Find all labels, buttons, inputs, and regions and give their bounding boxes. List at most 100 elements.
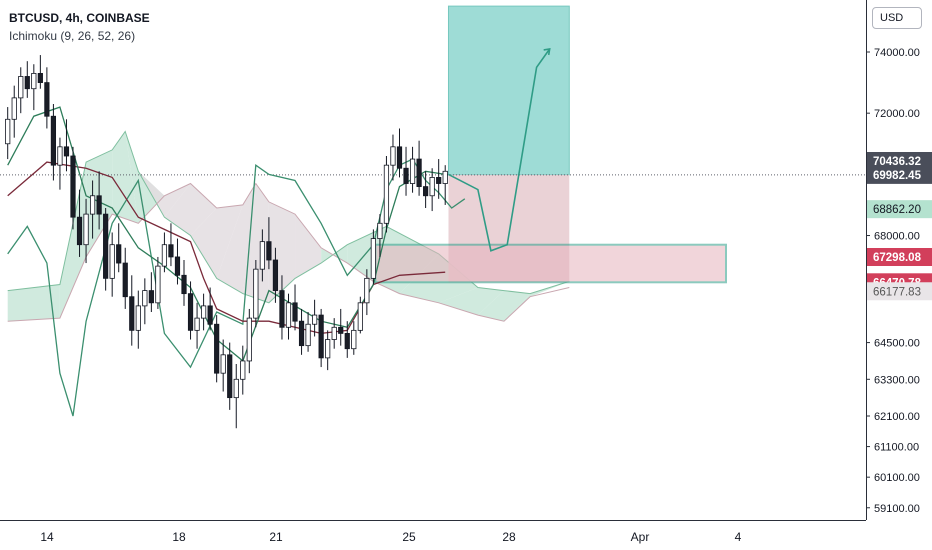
candle-up[interactable]: [325, 339, 331, 359]
candle-up[interactable]: [89, 195, 96, 215]
candle-up[interactable]: [331, 326, 337, 340]
candle-down[interactable]: [207, 305, 213, 325]
cloud-segment: [438, 287, 504, 316]
candle-up[interactable]: [253, 268, 259, 319]
candle-up[interactable]: [246, 317, 252, 362]
y-tick-label: 64500.00: [874, 338, 920, 350]
candle-up[interactable]: [5, 118, 11, 145]
candle-down[interactable]: [187, 293, 194, 331]
candle-up[interactable]: [233, 378, 239, 399]
y-tick-label: 59100.00: [874, 503, 920, 515]
candle-down[interactable]: [423, 186, 429, 197]
candle-up[interactable]: [155, 265, 161, 304]
candle-down[interactable]: [174, 256, 181, 276]
candle-up[interactable]: [220, 354, 226, 374]
symbol-title[interactable]: BTCUSD, 4h, COINBASE: [9, 11, 150, 25]
candle-down[interactable]: [272, 259, 279, 291]
candle-up[interactable]: [240, 360, 246, 380]
candle-down[interactable]: [37, 73, 43, 83]
candle-down[interactable]: [279, 290, 285, 328]
x-tick-label: 18: [172, 530, 186, 544]
x-tick-label: 4: [735, 530, 742, 544]
candle-down[interactable]: [129, 296, 135, 331]
candle-down[interactable]: [318, 314, 324, 359]
candle-up[interactable]: [11, 97, 17, 120]
candle-down[interactable]: [70, 155, 76, 218]
candle-up[interactable]: [351, 329, 357, 350]
candle-up[interactable]: [357, 302, 363, 331]
candle-down[interactable]: [266, 241, 272, 261]
currency-button[interactable]: USD: [872, 7, 922, 29]
cloud-segment: [164, 183, 217, 236]
entry-zone[interactable]: [374, 243, 727, 284]
x-tick-label: Apr: [631, 530, 650, 544]
candle-up[interactable]: [259, 241, 265, 270]
candles: [5, 55, 448, 429]
candle-down[interactable]: [181, 274, 187, 295]
candle-up[interactable]: [442, 170, 448, 184]
cloud-span-b-line: [7, 182, 570, 322]
candle-down[interactable]: [50, 115, 57, 166]
price-label: 70436.32: [873, 156, 921, 168]
x-tick-label: 28: [502, 530, 516, 544]
candle-up[interactable]: [383, 164, 390, 224]
cloud-segment: [347, 226, 387, 282]
candle-down[interactable]: [416, 158, 422, 187]
price-label: 68862.20: [873, 204, 921, 216]
candle-down[interactable]: [103, 213, 109, 279]
candle-up[interactable]: [83, 213, 89, 246]
price-label: 69982.45: [873, 170, 922, 182]
candle-down[interactable]: [63, 146, 70, 157]
candle-down[interactable]: [24, 76, 30, 90]
target-zone[interactable]: [447, 5, 570, 176]
candle-up[interactable]: [305, 323, 311, 347]
candle-down[interactable]: [116, 244, 122, 264]
candle-up[interactable]: [409, 158, 416, 184]
candle-up[interactable]: [18, 76, 24, 99]
candle-up[interactable]: [377, 222, 383, 239]
candle-down[interactable]: [214, 323, 220, 374]
x-tick-label: 21: [269, 530, 283, 544]
axis-corner: [866, 520, 932, 550]
candle-down[interactable]: [96, 195, 102, 215]
candle-down[interactable]: [403, 167, 409, 184]
price-label: 67298.08: [873, 252, 922, 264]
candle-up[interactable]: [390, 146, 396, 166]
candle-down[interactable]: [227, 354, 233, 399]
chart-legend: BTCUSD, 4h, COINBASE Ichimoku (9, 26, 52…: [9, 9, 150, 45]
candle-down[interactable]: [76, 216, 83, 246]
candle-down[interactable]: [168, 244, 174, 258]
candle-down[interactable]: [396, 146, 403, 169]
candle-up[interactable]: [135, 305, 141, 331]
candle-up[interactable]: [31, 73, 37, 90]
candle-down[interactable]: [292, 302, 298, 322]
price-label-box: [867, 200, 932, 219]
projection-path[interactable]: [448, 48, 551, 252]
price-label-box: [867, 282, 932, 301]
candle-up[interactable]: [364, 277, 370, 304]
candle-up[interactable]: [194, 317, 200, 331]
x-tick-label: 14: [40, 530, 54, 544]
y-tick-label: 72000.00: [874, 108, 920, 120]
candle-up[interactable]: [109, 244, 115, 279]
candle-down[interactable]: [44, 82, 50, 117]
candle-down[interactable]: [436, 177, 442, 184]
candle-up[interactable]: [161, 244, 168, 267]
price-label-box: [867, 165, 932, 184]
candle-up[interactable]: [142, 290, 148, 307]
candle-up[interactable]: [57, 146, 63, 166]
candle-up[interactable]: [200, 305, 207, 319]
candle-down[interactable]: [344, 333, 350, 350]
candle-down[interactable]: [148, 290, 154, 304]
price-label: 66177.83: [873, 286, 921, 298]
candle-up[interactable]: [312, 314, 318, 325]
candle-up[interactable]: [285, 302, 292, 328]
candle-up[interactable]: [370, 238, 376, 279]
candle-down[interactable]: [298, 320, 305, 347]
candle-down[interactable]: [122, 262, 128, 298]
candle-down[interactable]: [338, 326, 344, 334]
candle-up[interactable]: [429, 177, 435, 197]
indicator-label[interactable]: Ichimoku (9, 26, 52, 26): [9, 29, 136, 43]
